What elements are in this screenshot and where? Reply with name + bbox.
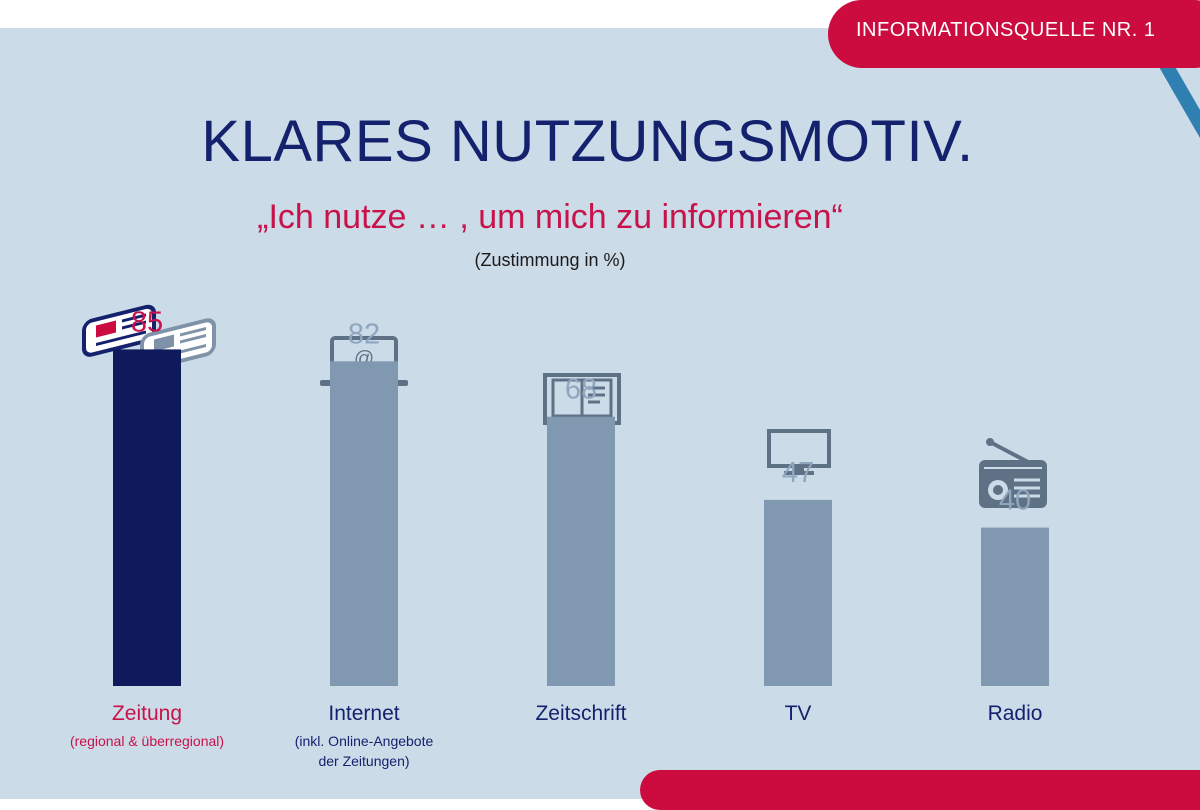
value-label: 82 [348, 318, 380, 350]
bar-radio [981, 527, 1049, 686]
category-label: Zeitung [112, 702, 182, 725]
bar-internet [330, 361, 398, 686]
value-label: 85 [131, 306, 163, 338]
value-label: 47 [782, 457, 814, 489]
category-note: (inkl. Online-Angebote [295, 733, 434, 749]
section-badge: INFORMATIONSQUELLE NR. 1 [828, 0, 1200, 68]
chart-subtitle: „Ich nutze … , um mich zu informieren“ [257, 198, 843, 236]
tv-icon [767, 429, 831, 475]
bar-tv [764, 499, 832, 686]
category-note: (regional & überregional) [70, 733, 224, 749]
unit-note: (Zustimmung in %) [474, 250, 626, 270]
category-label: TV [785, 702, 812, 725]
value-label: 68 [565, 374, 597, 406]
bar-zeitschrift [547, 416, 615, 686]
category-label: Radio [988, 702, 1043, 725]
category-note: der Zeitungen) [318, 753, 409, 769]
bar-zeitung [113, 349, 181, 686]
category-label: Zeitschrift [535, 702, 626, 725]
page-title: KLARES NUTZUNGSMOTIV. [201, 109, 974, 174]
category-label: Internet [328, 702, 399, 725]
value-label: 40 [999, 485, 1031, 517]
radio-icon [979, 438, 1047, 508]
